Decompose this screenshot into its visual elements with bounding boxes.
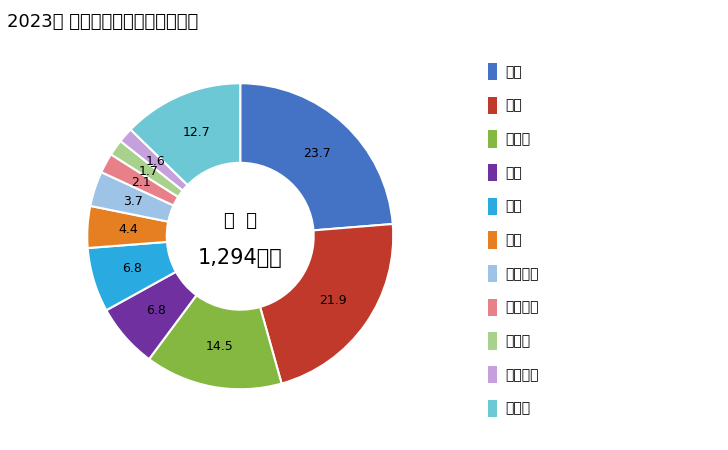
Text: その他: その他 — [505, 401, 531, 415]
FancyBboxPatch shape — [488, 130, 497, 148]
Wedge shape — [240, 83, 392, 230]
Wedge shape — [149, 295, 282, 389]
FancyBboxPatch shape — [488, 97, 497, 114]
Wedge shape — [90, 172, 173, 222]
Text: 中国: 中国 — [505, 99, 522, 112]
Text: フランス: フランス — [505, 301, 539, 315]
Wedge shape — [87, 242, 176, 310]
FancyBboxPatch shape — [488, 198, 497, 215]
Wedge shape — [106, 272, 197, 359]
Text: 台湾: 台湾 — [505, 166, 522, 180]
Wedge shape — [130, 83, 240, 185]
Wedge shape — [120, 130, 188, 190]
Text: 2023年 輸出相手国のシェア（％）: 2023年 輸出相手国のシェア（％） — [7, 14, 199, 32]
Text: 23.7: 23.7 — [303, 147, 331, 160]
Text: ベトナム: ベトナム — [505, 368, 539, 382]
Text: タイ: タイ — [505, 233, 522, 247]
Text: 1.6: 1.6 — [146, 155, 166, 168]
FancyBboxPatch shape — [488, 63, 497, 81]
Text: 6.8: 6.8 — [122, 262, 143, 275]
FancyBboxPatch shape — [488, 366, 497, 383]
Text: 3.7: 3.7 — [124, 195, 143, 208]
FancyBboxPatch shape — [488, 164, 497, 181]
Text: 1,294億円: 1,294億円 — [198, 248, 282, 268]
Text: 総  額: 総 額 — [223, 212, 257, 230]
Text: 21.9: 21.9 — [319, 294, 347, 307]
Text: 韓国: 韓国 — [505, 199, 522, 213]
Text: 4.4: 4.4 — [118, 223, 138, 236]
Text: 14.5: 14.5 — [206, 340, 234, 353]
Wedge shape — [111, 141, 183, 197]
Text: ドイツ: ドイツ — [505, 132, 531, 146]
FancyBboxPatch shape — [488, 400, 497, 417]
Text: 1.7: 1.7 — [138, 165, 159, 178]
Text: インド: インド — [505, 334, 531, 348]
Text: メキシコ: メキシコ — [505, 267, 539, 281]
FancyBboxPatch shape — [488, 333, 497, 350]
FancyBboxPatch shape — [488, 299, 497, 316]
Text: 米国: 米国 — [505, 65, 522, 79]
FancyBboxPatch shape — [488, 265, 497, 282]
Wedge shape — [87, 206, 168, 248]
Text: 2.1: 2.1 — [132, 176, 151, 189]
Wedge shape — [260, 224, 393, 383]
Text: 6.8: 6.8 — [146, 304, 165, 317]
FancyBboxPatch shape — [488, 231, 497, 249]
Text: 12.7: 12.7 — [183, 126, 210, 139]
Wedge shape — [101, 154, 178, 206]
